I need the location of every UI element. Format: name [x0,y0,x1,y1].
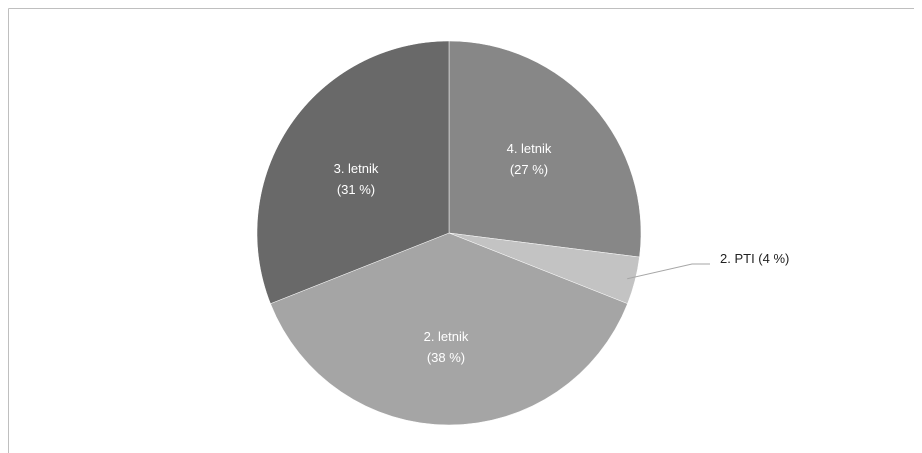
slice-2-letnik [270,232,628,426]
slice-2-pti-leader-line [627,263,710,280]
slice-4-letnik [448,40,642,258]
pie-slices [256,40,642,426]
slice-label-2-pti: 2. PTI (4 %) [720,251,789,266]
slice-label-4-letnik-pct: (27 %) [510,162,548,177]
pie-chart: 4. letnik (27 %) 3. letnik (31 %) 2. let… [8,8,914,453]
slice-3-letnik [256,40,450,305]
slice-label-3-letnik-name: 3. letnik [334,161,379,176]
chart-frame: 4. letnik (27 %) 3. letnik (31 %) 2. let… [8,8,914,453]
slice-label-3-letnik-pct: (31 %) [337,182,375,197]
slice-label-4-letnik-name: 4. letnik [507,141,552,156]
slice-label-2-letnik-pct: (38 %) [427,350,465,365]
slice-label-2-letnik-name: 2. letnik [424,329,469,344]
